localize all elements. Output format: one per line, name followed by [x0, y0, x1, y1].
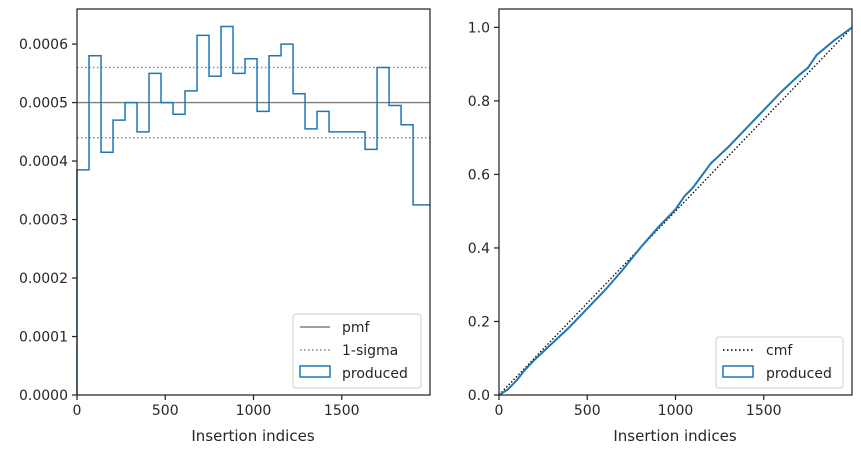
cmf-x-axis-label: Insertion indices — [613, 427, 736, 445]
cmf-y-tick-label: 0.4 — [468, 241, 490, 257]
pmf-y-tick-label: 0.0004 — [19, 154, 68, 170]
pmf-legend: pmf 1-sigma produced — [292, 313, 422, 389]
cmf-axes-frame — [498, 8, 853, 396]
pmf-produced-histogram — [76, 25, 430, 395]
pmf-y-tick-label: 0.0000 — [19, 388, 68, 404]
pmf-ticks: 0 500 1000 1500 0.0000 0.0001 0.0002 0.0003 0.00… — [19, 37, 360, 419]
pmf-x-tick-label: 0 — [73, 403, 82, 419]
pmf-legend-swatch-produced — [299, 365, 331, 378]
cmf-x-tick-label: 500 — [574, 403, 601, 419]
cmf-legend-swatch-produced — [722, 365, 754, 378]
cmf-series-layer — [498, 26, 853, 396]
pmf-legend-label-1-sigma: 1-sigma — [342, 343, 398, 359]
pmf-y-tick-label: 0.0002 — [19, 271, 68, 287]
pmf-axes-frame — [76, 8, 431, 396]
cmf-plot-area — [499, 9, 852, 395]
pmf-x-tick-label: 1500 — [324, 403, 360, 419]
pmf-y-tick-label: 0.0001 — [19, 330, 68, 346]
cmf-ticks: 0 500 1000 1500 0.0 0.2 0.4 0.6 0.8 1.0 — [468, 20, 782, 419]
cmf-x-tick-label: 1500 — [746, 403, 782, 419]
cmf-panel: 0 500 1000 1500 0.0 0.2 0.4 0.6 0.8 1.0 Insertion… — [468, 8, 853, 445]
pmf-x-tick-label: 500 — [152, 403, 179, 419]
pmf-x-axis-label: Insertion indices — [191, 427, 314, 445]
pmf-series-layer — [76, 25, 430, 395]
cmf-y-tick-label: 0.8 — [468, 94, 490, 110]
pmf-legend-label-pmf: pmf — [342, 320, 371, 336]
cmf-y-tick-label: 0.6 — [468, 167, 490, 183]
cmf-x-tick-label: 1000 — [658, 403, 694, 419]
pmf-x-tick-label: 1000 — [236, 403, 272, 419]
cmf-series-cmf — [498, 26, 853, 396]
cmf-legend: cmf produced — [715, 336, 844, 389]
cmf-legend-label-produced: produced — [766, 366, 832, 382]
cmf-legend-label-cmf: cmf — [766, 343, 793, 359]
pmf-y-tick-label: 0.0005 — [19, 96, 68, 112]
pmf-legend-label-produced: produced — [342, 366, 408, 382]
cmf-series-produced — [498, 26, 853, 396]
pmf-y-tick-label: 0.0003 — [19, 213, 68, 229]
pmf-legend-box — [292, 313, 422, 389]
cmf-y-tick-label: 1.0 — [468, 20, 490, 36]
cmf-y-tick-label: 0.0 — [468, 388, 490, 404]
pmf-panel: 0 500 1000 1500 0.0000 0.0001 0.0002 0.0003 0.00… — [19, 8, 431, 445]
pmf-y-tick-label: 0.0006 — [19, 37, 68, 53]
cmf-y-tick-label: 0.2 — [468, 314, 490, 330]
cmf-x-tick-label: 0 — [495, 403, 504, 419]
